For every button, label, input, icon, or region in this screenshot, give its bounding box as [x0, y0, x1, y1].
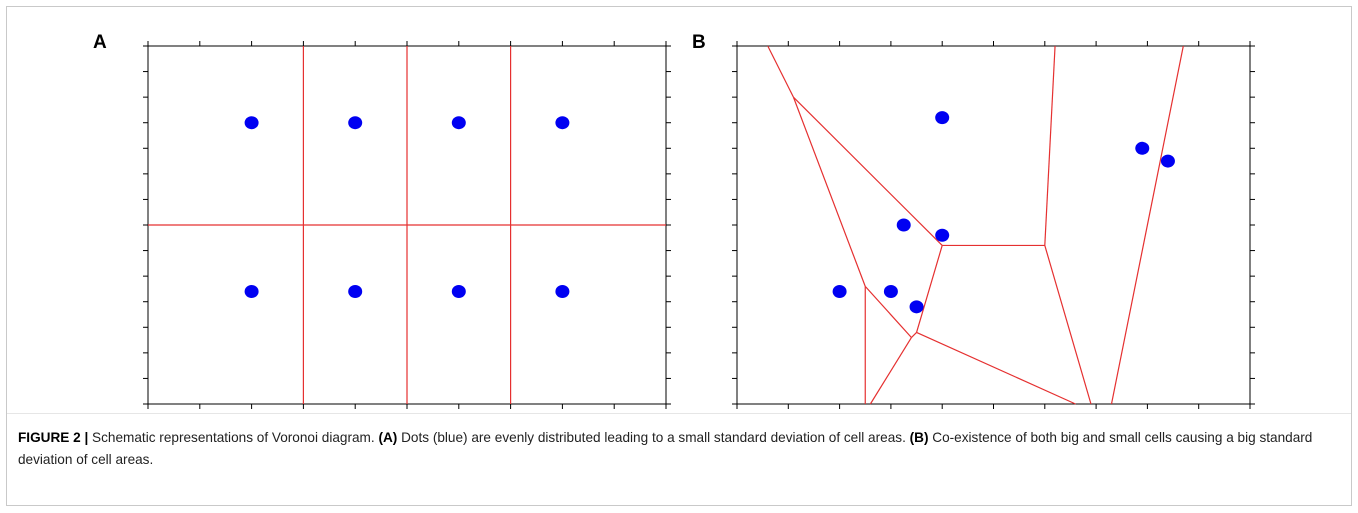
voronoi-edge — [1044, 45, 1056, 246]
seed-point — [1135, 141, 1150, 155]
voronoi-edge — [793, 96, 943, 246]
voronoi-edge — [767, 45, 794, 98]
seed-point — [348, 116, 363, 130]
voronoi-edge — [916, 331, 1076, 405]
voronoi-figure: A B — [93, 32, 1255, 409]
caption-separator — [7, 413, 1351, 414]
seed-point — [935, 111, 950, 125]
voronoi-edge — [792, 96, 866, 287]
caption-b-label: (B) — [909, 430, 929, 445]
caption-text-3: Co-existence of both big and small cells… — [18, 430, 1313, 467]
panel-b — [732, 41, 1255, 409]
seed-point — [555, 116, 570, 130]
seed-point — [1160, 154, 1175, 168]
voronoi-edge — [1110, 45, 1184, 405]
voronoi-edge — [910, 331, 917, 338]
seed-point — [451, 116, 466, 130]
caption-text-1: Schematic representations of Voronoi dia… — [88, 430, 379, 445]
seed-point — [909, 300, 924, 314]
caption-figure-label: FIGURE 2 | — [18, 430, 89, 445]
seed-point — [244, 116, 259, 130]
seed-point — [451, 284, 466, 298]
seed-point — [244, 284, 259, 298]
panel-b-label: B — [692, 32, 706, 53]
caption-a-label: (A) — [378, 430, 398, 445]
seed-point — [348, 284, 363, 298]
figure-caption: FIGURE 2 | Schematic representations of … — [18, 427, 1336, 471]
voronoi-edge — [869, 337, 912, 405]
seed-point — [555, 284, 570, 298]
seed-point — [935, 228, 950, 242]
seed-point — [832, 284, 847, 298]
caption-text-2: Dots (blue) are evenly distributed leadi… — [397, 430, 910, 445]
panel-a-label: A — [93, 32, 107, 53]
figure-frame — [6, 6, 1352, 506]
panel-a — [143, 41, 671, 409]
voronoi-edge — [864, 285, 912, 338]
voronoi-edge — [1044, 245, 1092, 405]
seed-point — [896, 218, 911, 232]
seed-point — [883, 284, 898, 298]
voronoi-edge — [915, 245, 943, 333]
